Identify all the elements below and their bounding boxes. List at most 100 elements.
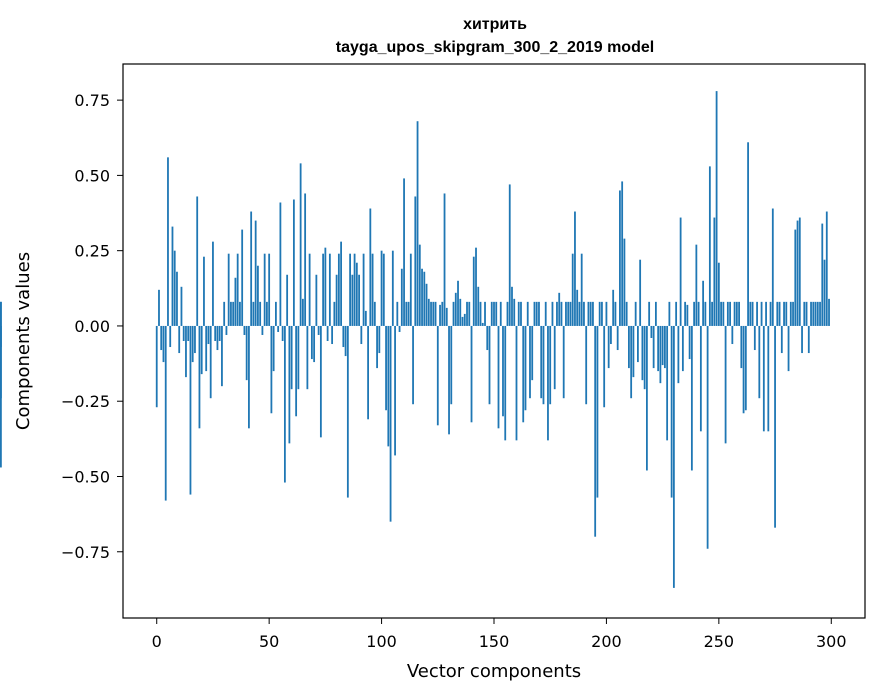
bar-46 [259, 301, 262, 326]
bar-67 [306, 325, 309, 390]
bar-216 [641, 325, 644, 381]
bar-158 [511, 286, 513, 326]
bar-30 [223, 301, 226, 326]
bar-298 [825, 211, 828, 326]
bar-251 [720, 301, 722, 326]
bar-218 [646, 325, 648, 471]
bar-193 [589, 301, 592, 326]
bar-172 [542, 325, 545, 405]
bar-115 [414, 196, 417, 326]
bar-259 [738, 301, 740, 326]
bar-120 [425, 283, 428, 326]
bar-162 [520, 301, 522, 326]
bar-91 [360, 325, 363, 345]
bar-12 [182, 325, 185, 341]
bar-293 [814, 301, 817, 326]
bar-98 [376, 325, 378, 369]
bar-195 [594, 325, 597, 537]
bar-13 [185, 325, 187, 378]
bar-258 [735, 301, 738, 326]
bar-270 [762, 325, 765, 432]
bar-62 [295, 325, 298, 417]
bar-112 [407, 301, 410, 326]
bar-27 [216, 325, 219, 351]
bar-125 [436, 325, 439, 426]
bar-93 [364, 310, 367, 326]
bar-167 [531, 325, 534, 381]
x-tick-label: 0 [152, 632, 162, 651]
bar-108 [398, 325, 401, 332]
bar-283 [792, 301, 794, 326]
x-tick-label: 50 [259, 632, 279, 651]
bar-215 [639, 259, 642, 326]
bar-78 [331, 325, 334, 345]
bar-88 [353, 253, 356, 326]
bar-197 [598, 301, 601, 326]
bar-254 [726, 301, 729, 326]
bar-1 [158, 289, 160, 326]
bar-236 [686, 304, 689, 326]
bar-202 [610, 325, 612, 345]
bar-220 [650, 325, 653, 338]
bar-undefined [0, 301, 2, 326]
bar-155 [504, 325, 507, 441]
bar-24 [209, 325, 212, 399]
bar-201 [607, 325, 610, 369]
bar-297 [823, 259, 826, 326]
bar-224 [659, 325, 662, 384]
bar-99 [378, 325, 381, 354]
bar-194 [592, 301, 594, 326]
bar-171 [540, 325, 543, 399]
bar-208 [623, 238, 626, 326]
bar-73 [319, 325, 322, 438]
bar-247 [711, 301, 713, 326]
bar-199 [603, 325, 606, 408]
bar-141 [472, 256, 475, 326]
bar-126 [439, 304, 441, 326]
bar-9 [176, 271, 178, 326]
bar-157 [508, 184, 511, 326]
bar-200 [605, 301, 608, 326]
bar-230 [672, 325, 675, 588]
bar-243 [702, 280, 705, 326]
bar-45 [257, 265, 259, 326]
bar-285 [796, 220, 799, 326]
bar-54 [277, 325, 280, 332]
y-tick-label: −0.25 [61, 392, 110, 411]
bar-113 [409, 253, 412, 326]
bar-31 [225, 325, 228, 335]
bar-131 [450, 325, 453, 405]
bar-96 [371, 253, 374, 326]
bar-170 [538, 301, 540, 326]
bar-151 [495, 301, 498, 326]
bar-149 [490, 301, 493, 326]
y-tick-label: 0.75 [74, 91, 110, 110]
bar-21 [203, 256, 205, 326]
bar-276 [776, 301, 779, 326]
bar-189 [580, 253, 583, 326]
bar-260 [740, 325, 743, 369]
bar-107 [396, 301, 399, 326]
bar-79 [333, 301, 336, 326]
bar-147 [486, 325, 489, 351]
bar-148 [488, 325, 491, 405]
bar-135 [459, 298, 462, 326]
bar-134 [457, 280, 459, 326]
bar-239 [693, 301, 696, 326]
bar-182 [565, 301, 567, 326]
bar-227 [666, 325, 669, 441]
bar-82 [340, 241, 342, 326]
bar-48 [263, 253, 266, 326]
bar-159 [513, 298, 516, 326]
bar-64 [299, 163, 302, 326]
bar-284 [794, 229, 797, 326]
bar-59 [288, 325, 291, 444]
bar-152 [497, 325, 500, 429]
bar-210 [628, 325, 630, 369]
x-axis-ticks: 0 50 100 150 200 250 300 [152, 618, 847, 651]
bar-198 [601, 301, 603, 326]
bar-185 [571, 253, 574, 326]
y-tick-label: −0.75 [61, 543, 110, 562]
bar-123 [432, 301, 435, 326]
bar-86 [349, 253, 351, 326]
